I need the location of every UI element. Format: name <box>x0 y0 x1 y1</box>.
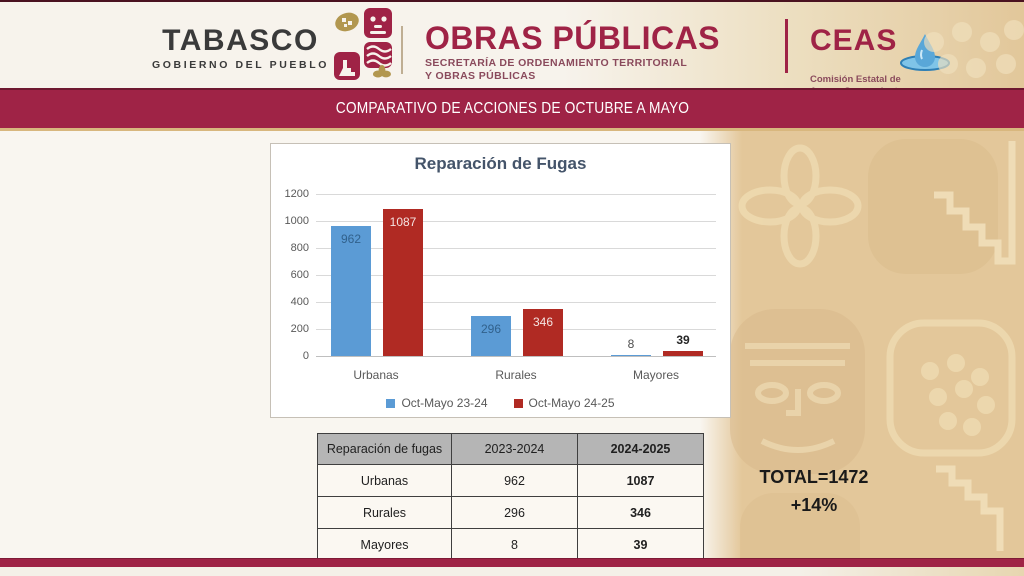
category-label-urbanas: Urbanas <box>353 368 399 382</box>
bar-value-mayores-0: 8 <box>627 337 635 351</box>
table-cell-2-1: 8 <box>451 528 578 561</box>
bar-value-rurales-0: 296 <box>480 322 502 336</box>
header-divider-2 <box>785 19 788 73</box>
header-circle-pattern <box>924 20 1024 78</box>
table-row-rurales: Rurales 296 346 <box>317 496 704 529</box>
slide-title-banner: COMPARATIVO DE ACCIONES DE OCTUBRE A MAY… <box>0 88 1024 128</box>
legend-item-0: Oct-Mayo 23-24 <box>386 396 488 410</box>
top-border-line <box>0 0 1024 2</box>
gold-accent-line <box>0 128 1024 131</box>
tabasco-mayan-glyph-icon <box>333 8 392 80</box>
tabasco-wordmark: TABASCO <box>162 23 319 57</box>
bar-urbanas-oct-mayo-24-25 <box>383 209 423 356</box>
bar-value-urbanas-1: 1087 <box>389 215 417 229</box>
table-cell-0-1: 962 <box>451 464 578 497</box>
water-drop-icon <box>900 34 951 71</box>
table-cell-2-0: Mayores <box>317 528 452 561</box>
y-tick-1000: 1000 <box>284 215 309 227</box>
category-label-mayores: Mayores <box>632 368 679 382</box>
header-divider-1 <box>401 26 403 74</box>
bar-value-rurales-1: 346 <box>532 315 554 329</box>
tabasco-tagline: GOBIERNO DEL PUEBLO <box>152 58 329 71</box>
footer-strip <box>0 567 1024 576</box>
bar-value-mayores-1: 39 <box>676 333 690 347</box>
table-cell-0-2: 1087 <box>577 464 704 497</box>
gridline-200 <box>316 329 716 330</box>
bar-mayores-oct-mayo-23-24 <box>611 355 651 356</box>
secretaria-line1: SECRETARÍA DE ORDENAMIENTO TERRITORIAL <box>425 57 688 69</box>
table-cell-1-1: 296 <box>451 496 578 529</box>
legend-swatch-0 <box>386 398 396 408</box>
chart-panel: Reparación de Fugas 0 200 400 600 800 1000 120… <box>270 143 731 418</box>
legend-label-0: Oct-Mayo 23-24 <box>401 396 488 410</box>
bar-value-urbanas-0: 962 <box>340 232 362 246</box>
total-value: TOTAL=1472 <box>759 467 869 487</box>
bar-rurales-oct-mayo-24-25 <box>523 309 563 356</box>
table-row-mayores: Mayores 8 39 <box>317 528 704 561</box>
bar-mayores-oct-mayo-24-25 <box>663 351 703 356</box>
bottom-maroon-bar <box>0 558 1024 567</box>
ceas-wordmark: CEAS <box>810 24 898 57</box>
obras-publicas-logo: OBRAS PÚBLICAS SECRETARÍA DE ORDENAMIENT… <box>425 22 720 83</box>
chart-title: Reparación de Fugas <box>414 154 587 173</box>
ceas-subtitle-line1: Comisión Estatal de <box>810 74 901 85</box>
y-tick-200: 200 <box>290 323 309 335</box>
table-cell-0-0: Urbanas <box>317 464 452 497</box>
table-header-2: 2024-2025 <box>577 433 704 465</box>
mayan-pattern-background <box>700 131 1024 576</box>
table-header-1: 2023-2024 <box>451 433 578 465</box>
comparison-table: Reparación de fugas 2023-2024 2024-2025 Ur… <box>317 433 704 561</box>
y-tick-600: 600 <box>290 269 309 281</box>
tabasco-logo: TABASCO GOBIERNO DEL PUEBLO <box>152 8 394 82</box>
y-tick-400: 400 <box>290 296 309 308</box>
gridline-400 <box>316 302 716 303</box>
gridline-1200 <box>316 194 716 195</box>
table-cell-1-2: 346 <box>577 496 704 529</box>
gridline-600 <box>316 275 716 276</box>
gridline-0 <box>316 356 716 357</box>
y-tick-1200: 1200 <box>284 188 309 200</box>
table-body: Urbanas 962 1087 Rurales 296 346 Mayores 8 39 <box>317 464 704 561</box>
gridline-1000 <box>316 221 716 222</box>
total-summary: TOTAL=1472 +14% <box>726 464 902 520</box>
table-cell-2-2: 39 <box>577 528 704 561</box>
secretaria-line2: Y OBRAS PÚBLICAS <box>425 70 536 83</box>
category-label-rurales: Rurales <box>495 368 537 382</box>
legend-item-1: Oct-Mayo 24-25 <box>513 396 615 410</box>
legend-swatch-1 <box>513 398 523 408</box>
gridline-800 <box>316 248 716 249</box>
header-bar: TABASCO GOBIERNO DEL PUEBLO OBRAS PÚBLIC <box>0 2 1024 97</box>
table-header-row: Reparación de fugas 2023-2024 2024-2025 <box>317 433 704 465</box>
table-row-urbanas: Urbanas 962 1087 <box>317 464 704 497</box>
obras-publicas-title: OBRAS PÚBLICAS <box>425 20 721 56</box>
bar-rurales-oct-mayo-23-24 <box>471 316 511 356</box>
table-header-0: Reparación de fugas <box>317 433 452 465</box>
chart-legend: Oct-Mayo 23-24 Oct-Mayo 24-25 <box>271 396 730 410</box>
bar-urbanas-oct-mayo-23-24 <box>331 226 371 356</box>
y-tick-800: 800 <box>290 242 309 254</box>
table-cell-1-0: Rurales <box>317 496 452 529</box>
y-tick-0: 0 <box>302 350 309 362</box>
percent-change: +14% <box>790 494 838 515</box>
legend-label-1: Oct-Mayo 24-25 <box>528 396 615 410</box>
slide-title: COMPARATIVO DE ACCIONES DE OCTUBRE A MAY… <box>335 100 689 117</box>
